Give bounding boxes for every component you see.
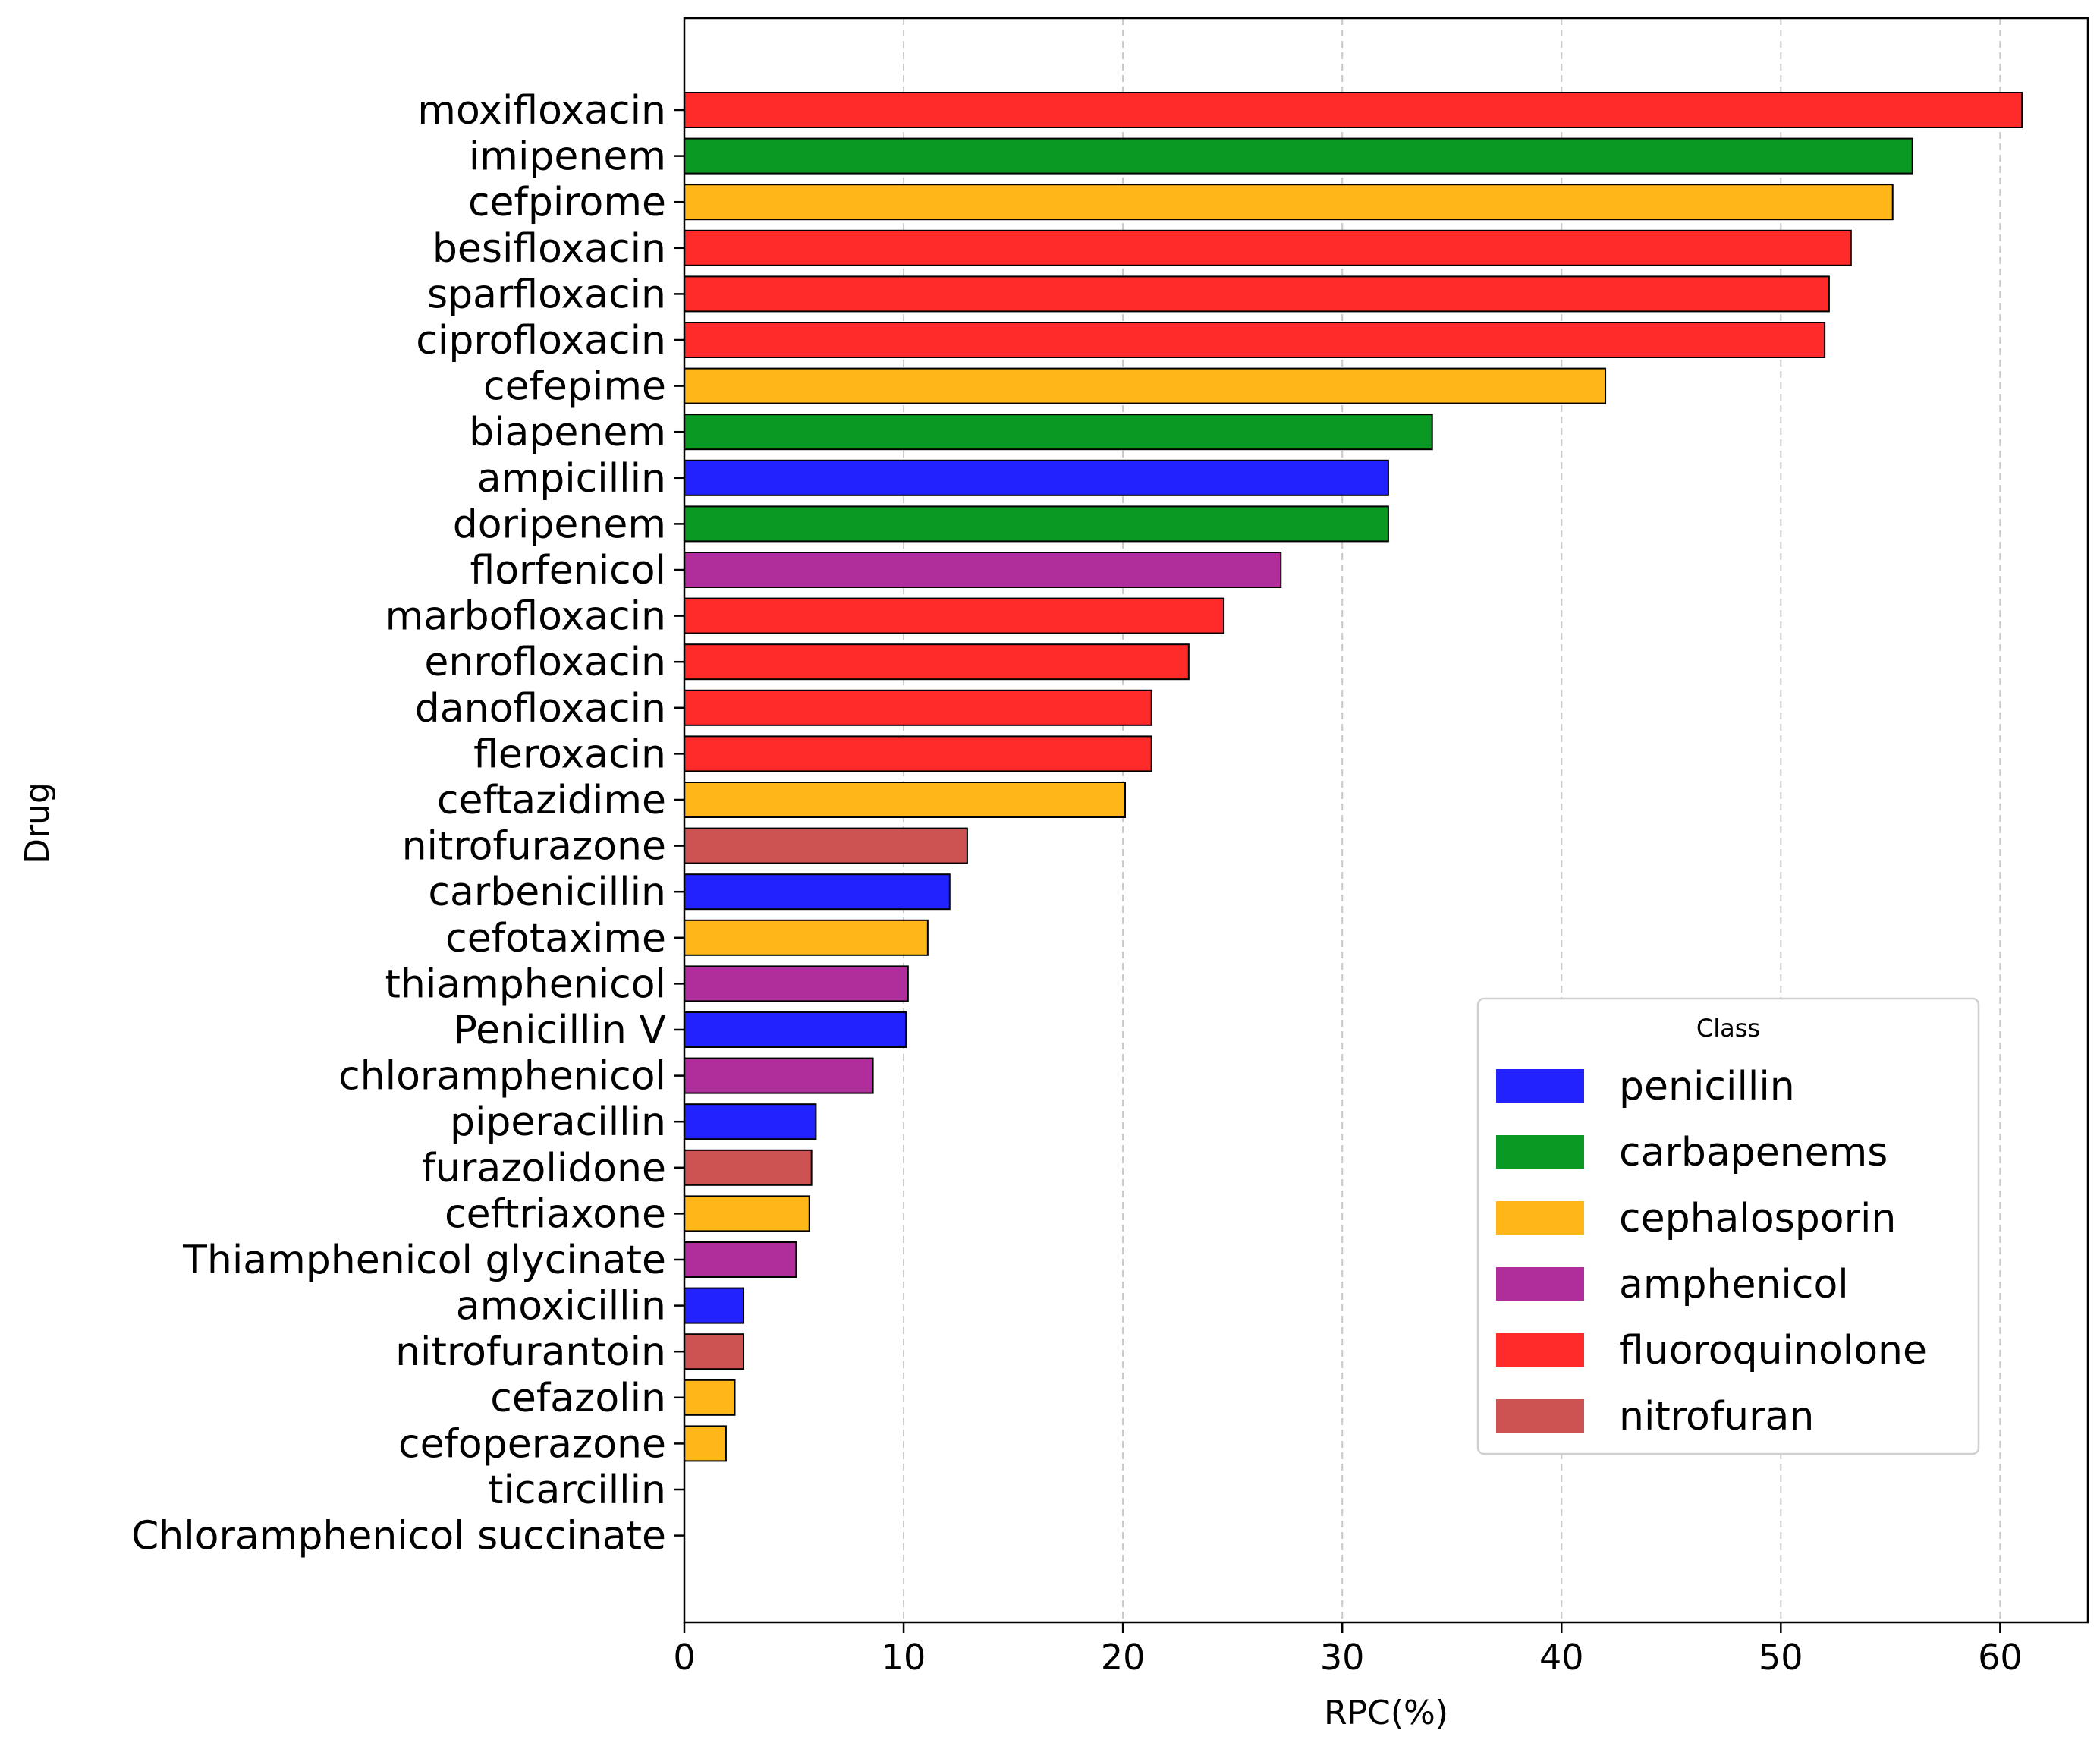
bar-cefotaxime <box>684 919 929 956</box>
drug-label: amoxicillin <box>456 1284 666 1329</box>
legend-swatch-nitrofuran <box>1496 1399 1584 1433</box>
legend: Class penicillin carbapenems cephalosporin a… <box>1476 997 1980 1455</box>
bar-enrofloxacin <box>684 643 1190 681</box>
legend-box <box>1476 997 1980 1455</box>
bar-nitrofurantoin <box>684 1333 745 1370</box>
bar-fleroxacin <box>684 735 1152 772</box>
legend-label: amphenicol <box>1619 1262 1849 1307</box>
drug-label: chloramphenicol <box>338 1054 666 1100</box>
drug-label: ciprofloxacin <box>416 318 666 363</box>
legend-label: nitrofuran <box>1619 1394 1814 1439</box>
bar-thiamphenicol <box>684 965 909 1002</box>
drug-label: cefotaxime <box>445 916 666 961</box>
drug-label: furazolidone <box>422 1146 666 1191</box>
drug-label: enrofloxacin <box>424 640 666 685</box>
legend-swatch-amphenicol <box>1496 1267 1584 1301</box>
drug-label: ampicillin <box>477 456 666 502</box>
x-axis-title: RPC(%) <box>1324 1694 1448 1732</box>
drug-label: nitrofurazone <box>402 824 666 870</box>
bar-imipenem <box>684 137 1913 175</box>
bar-piperacillin <box>684 1103 817 1140</box>
legend-label: fluoroquinolone <box>1619 1328 1927 1373</box>
bar-marbofloxacin <box>684 597 1225 634</box>
x-tick-label: 0 <box>673 1637 695 1678</box>
drug-label: florfenicol <box>470 548 666 593</box>
drug-label: besifloxacin <box>432 226 666 272</box>
drug-label: thiamphenicol <box>385 961 666 1007</box>
x-tick-label: 20 <box>1101 1637 1146 1678</box>
x-axis-ticks: 0 10 20 30 40 50 60 <box>673 1622 2023 1678</box>
bar-sparfloxacin <box>684 275 1830 313</box>
bar-cefpirome <box>684 184 1894 221</box>
bar-ceftriaxone <box>684 1195 810 1232</box>
drug-label: ceftriaxone <box>445 1191 666 1237</box>
x-tick-label: 60 <box>1978 1637 2023 1678</box>
bar-ciprofloxacin <box>684 322 1826 358</box>
bar-chloramphenicol <box>684 1057 874 1094</box>
drug-label: Penicillin V <box>454 1008 667 1053</box>
legend-swatch-cephalosporin <box>1496 1201 1584 1235</box>
legend-swatch-penicillin <box>1496 1069 1584 1103</box>
drug-label: sparfloxacin <box>427 272 666 317</box>
bar-danofloxacin <box>684 689 1152 726</box>
bar-florfenicol <box>684 552 1282 588</box>
bar-biapenem <box>684 414 1433 451</box>
legend-label: penicillin <box>1619 1064 1795 1109</box>
bar-amoxicillin <box>684 1287 745 1324</box>
drug-label: fleroxacin <box>473 731 666 777</box>
drug-label: imipenem <box>469 134 666 180</box>
bar-cefoperazone <box>684 1425 727 1462</box>
bar-cefazolin <box>684 1379 736 1416</box>
drug-labels: moxifloxacinimipenemcefpiromebesifloxaci… <box>131 88 684 1559</box>
x-tick-label: 30 <box>1320 1637 1365 1678</box>
legend-swatch-fluoroquinolone <box>1496 1333 1584 1367</box>
drug-label: cefazolin <box>490 1376 666 1421</box>
drug-label: ceftazidime <box>437 778 666 823</box>
legend-title: Class <box>1696 1014 1760 1043</box>
bar-thiamphenicol-glycinate <box>684 1241 797 1278</box>
legend-swatch-carbapenems <box>1496 1135 1584 1169</box>
drug-label: marbofloxacin <box>385 594 666 640</box>
bar-nitrofurazone <box>684 827 968 864</box>
drug-label: nitrofurantoin <box>395 1329 666 1375</box>
bars <box>684 92 2023 1462</box>
drug-label: cefoperazone <box>398 1421 666 1467</box>
drug-label: Chloramphenicol succinate <box>131 1514 666 1559</box>
bar-carbenicillin <box>684 873 951 911</box>
bar-penicillin-v <box>684 1011 907 1048</box>
bar-moxifloxacin <box>684 92 2023 128</box>
drug-label: ticarcillin <box>488 1468 666 1513</box>
drug-label: cefpirome <box>468 180 666 225</box>
legend-label: cephalosporin <box>1619 1196 1896 1241</box>
drug-label: danofloxacin <box>415 686 666 731</box>
x-tick-label: 50 <box>1759 1637 1803 1678</box>
y-axis-title: Drug <box>18 782 57 864</box>
bar-doripenem <box>684 505 1389 543</box>
bar-furazolidone <box>684 1149 813 1186</box>
bar-besifloxacin <box>684 229 1852 266</box>
drug-label: moxifloxacin <box>417 88 666 134</box>
drug-label: carbenicillin <box>428 870 666 915</box>
drug-label: biapenem <box>469 410 666 455</box>
legend-label: carbapenems <box>1619 1130 1888 1175</box>
drug-label: Thiamphenicol glycinate <box>182 1238 666 1283</box>
x-tick-label: 10 <box>882 1637 926 1678</box>
plot-frame <box>683 17 2089 1624</box>
x-tick-label: 40 <box>1539 1637 1584 1678</box>
drug-label: cefepime <box>483 364 666 410</box>
bar-ampicillin <box>684 459 1389 496</box>
bar-cefepime <box>684 367 1607 404</box>
drug-label: doripenem <box>453 502 666 547</box>
bar-ceftazidime <box>684 782 1127 818</box>
drug-label: piperacillin <box>450 1100 666 1145</box>
